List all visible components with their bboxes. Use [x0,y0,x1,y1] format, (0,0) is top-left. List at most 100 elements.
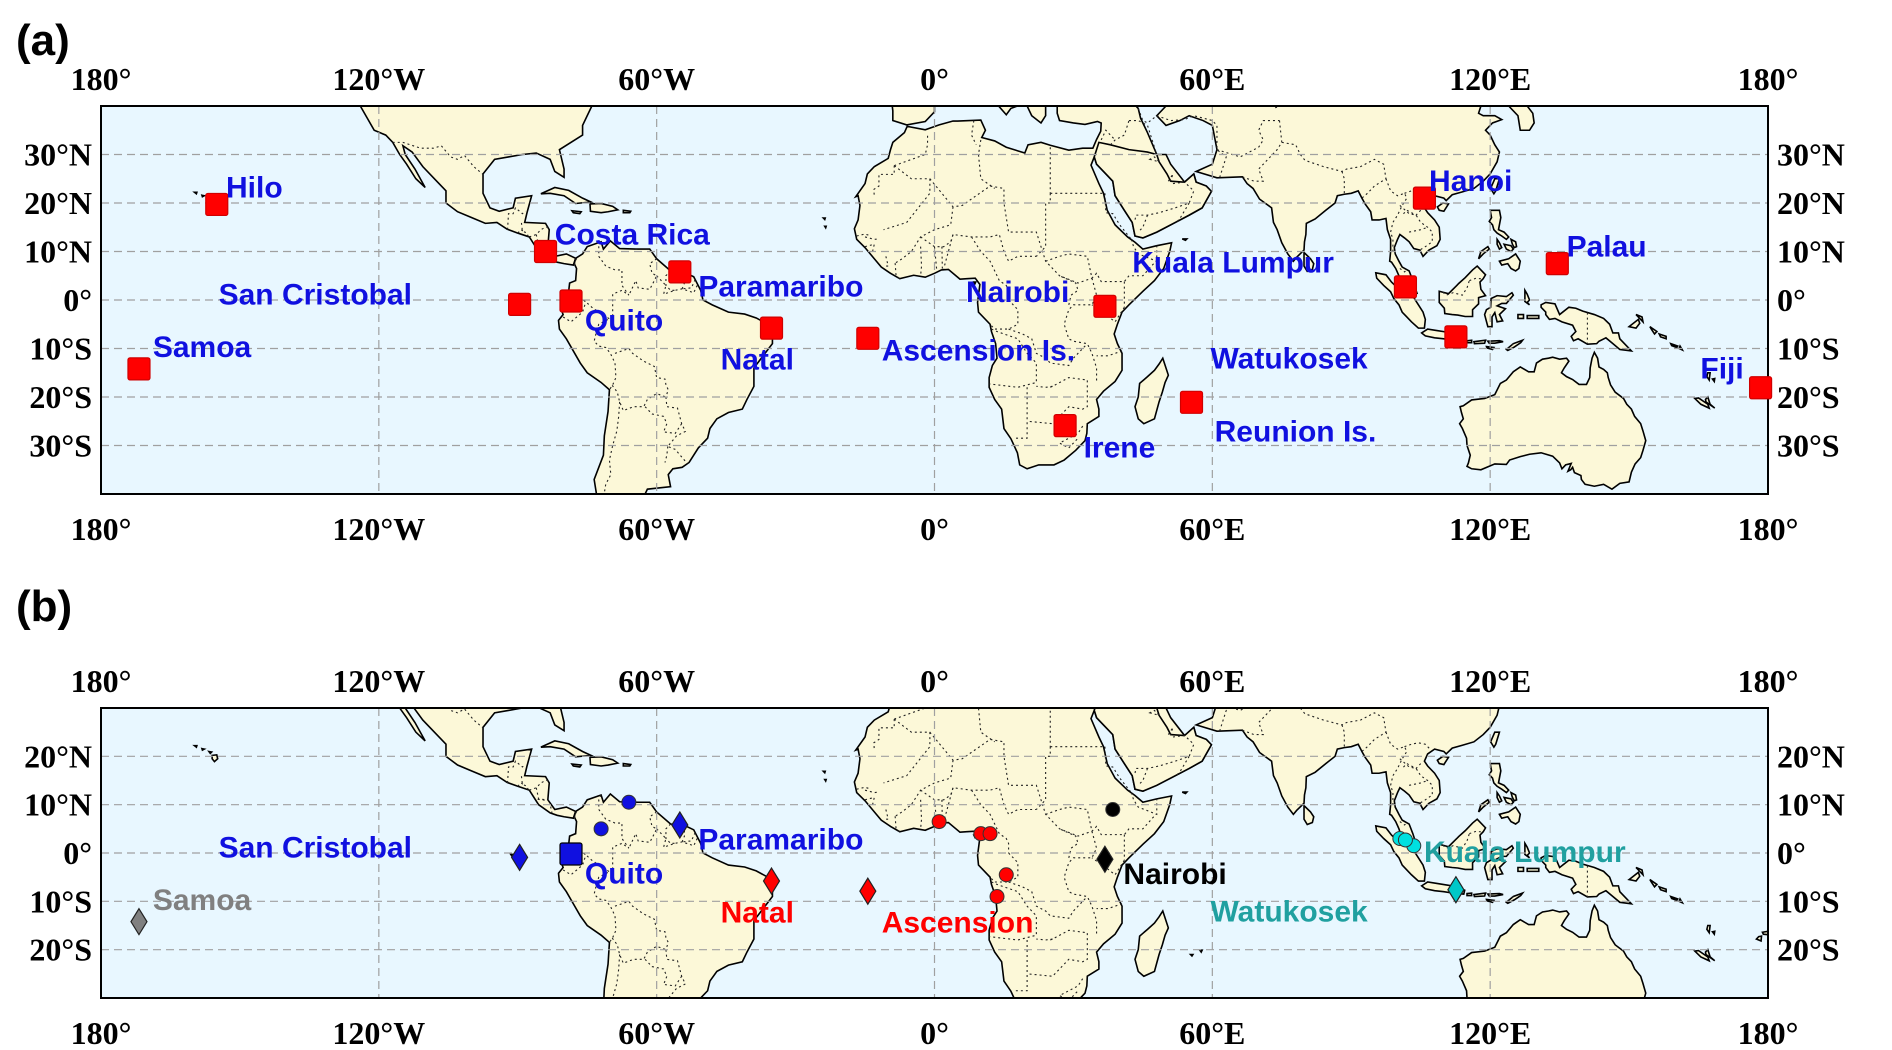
panel-a-label-reunion-is: Reunion Is. [1215,415,1377,448]
panel-b-right-lat-label: 0° [1777,835,1806,871]
panel-b-top-lon-label: 180° [1738,663,1799,699]
panel-b-left-lat-label: 0° [63,835,92,871]
panel-b-frame [100,707,1769,999]
panel-b-marker-quito [559,842,583,866]
panel-a-label-fiji: Fiji [1700,352,1743,385]
panel-b-marker-nairobi [1096,845,1114,874]
panel-a-marker-quito [559,289,583,313]
panel-a-marker-natal [759,316,784,340]
panel-b-top-lon-label: 120°E [1449,663,1531,699]
panel-a-label-palau: Palau [1567,231,1647,264]
panel-a-left-lat-label: 30°S [29,428,92,464]
panel-b-map: 180° 180° 120°W 120°W 60°W 60°W 0° 0° 60°E 60°E 12… [24,663,1845,1050]
panel-a-label-kuala-lumpur: Kuala Lumpur [1132,247,1334,280]
panel-b-marker-paramaribo [671,810,689,840]
panel-a-top-lon-label: 180° [71,61,132,97]
panel-a-label-quito: Quito [585,304,663,337]
panel-b-label-quito: Quito [585,857,663,890]
panel-a-marker-costa-rica [533,239,558,264]
panel-a-top-lon-label: 180° [1738,61,1799,97]
panel-a-bottom-lon-label: 60°W [618,511,695,547]
panel-b-bottom-lon-label: 120°W [332,1015,425,1050]
panel-b-gridlines [101,708,1768,998]
panel-b-left-lat-label: 10°S [29,883,92,919]
panel-b-left-lat-label: 20°N [24,738,92,774]
panel-b-top-lon-label: 120°W [332,663,425,699]
panel-b-right-lat-label: 10°S [1777,883,1840,919]
panel-a-label-costa-rica: Costa Rica [555,219,710,252]
panel-a-label-watukosek: Watukosek [1210,343,1368,376]
panel-a-right-lat-label: 0° [1777,282,1806,318]
panel-b-letter: (b) [16,582,73,631]
panel-a-left-lat-label: 10°N [24,234,92,270]
panel-a-left-lat-label: 20°S [29,379,92,415]
panel-b-bottom-lon-label: 0° [920,1015,949,1050]
panel-b-marker-natal [762,866,781,896]
panel-a-label-hilo: Hilo [226,171,283,204]
panel-a-left-lat-label: 10°S [29,331,92,367]
panel-a-marker-hilo [205,192,229,217]
panel-a-marker-san-cristobal [508,292,532,316]
panel-b-label-samoa: Samoa [153,884,252,917]
panel-b-marker-kuala-lumpur [1397,832,1413,848]
panel-a-letter: (a) [16,16,70,65]
panel-b-right-lat-label: 20°N [1777,738,1845,774]
panel-b-site-point [998,867,1014,883]
panel-b-site-point [931,814,947,830]
panel-b-label-ascension: Ascension [882,907,1034,940]
panel-b-top-lon-label: 60°W [618,663,695,699]
panel-a-marker-watukosek [1444,325,1468,349]
panel-b-label-kuala-lumpur: Kuala Lumpur [1424,836,1626,869]
panel-b-label-paramaribo: Paramaribo [698,823,863,856]
panel-b-top-lon-label: 180° [71,663,132,699]
panel-a-map: 180° 180° 120°W 120°W 60°W 60°W 0° 0° 60°E 60°E 12… [24,61,1845,547]
panel-a-top-lon-label: 120°W [332,61,425,97]
panel-b-right-lat-label: 10°N [1777,787,1845,823]
panel-a-label-ascension-is: Ascension Is. [882,334,1075,367]
panel-b-bottom-lon-label: 60°E [1179,1015,1245,1050]
panel-a-gridlines [101,106,1768,494]
panel-a-right-lat-label: 30°S [1777,428,1840,464]
panel-b-left-lat-label: 10°N [24,787,92,823]
panel-b-label-watukosek: Watukosek [1210,895,1368,928]
panel-a-top-lon-label: 0° [920,61,949,97]
panel-b-site-point [593,821,609,837]
panel-a-bottom-lon-label: 120°E [1449,511,1531,547]
panel-b-top-lon-label: 0° [920,663,949,699]
panel-b-marker-watukosek [1447,875,1465,904]
panel-a-label-nairobi: Nairobi [966,276,1069,309]
panel-a-marker-ascension-is [856,326,880,350]
panel-a-bottom-lon-label: 60°E [1179,511,1245,547]
panel-a-frame [100,105,1769,495]
panel-a-top-lon-label: 60°W [618,61,695,97]
panel-a-right-lat-label: 10°S [1777,331,1840,367]
panel-b-bottom-lon-label: 60°W [618,1015,695,1050]
panel-b-marker-san-cristobal [510,843,529,872]
panel-b-site-point [982,826,998,842]
panel-a-label-san-cristobal: San Cristobal [219,279,412,312]
panel-a-label-samoa: Samoa [153,331,252,364]
panel-a-bottom-lon-label: 180° [1738,511,1799,547]
panel-a-right-lat-label: 20°S [1777,379,1840,415]
panel-b-top-lon-label: 60°E [1179,663,1245,699]
panel-a-left-lat-label: 30°N [24,137,92,173]
panel-a-bottom-lon-label: 120°W [332,511,425,547]
panel-a-label-natal: Natal [721,344,794,377]
panel-a-bottom-lon-label: 180° [71,511,132,547]
panel-b-right-lat-label: 20°S [1777,932,1840,968]
panel-a-marker-nairobi [1093,294,1117,318]
panel-a-right-lat-label: 10°N [1777,234,1845,270]
panel-a-left-lat-label: 20°N [24,185,92,221]
panel-b-bottom-lon-label: 120°E [1449,1015,1531,1050]
panel-b-label-natal: Natal [721,896,794,929]
panel-b-bottom-lon-label: 180° [1738,1015,1799,1050]
panel-b-bottom-lon-label: 180° [71,1015,132,1050]
panel-a-label-hanoi: Hanoi [1429,165,1512,198]
panel-a-marker-reunion-is [1179,390,1204,414]
panel-b-site-point [1105,802,1121,817]
panel-a-right-lat-label: 30°N [1777,137,1845,173]
panel-b-label-san-cristobal: San Cristobal [219,832,412,865]
panel-a-marker-paramaribo [668,260,692,284]
panel-a-label-irene: Irene [1084,431,1156,464]
